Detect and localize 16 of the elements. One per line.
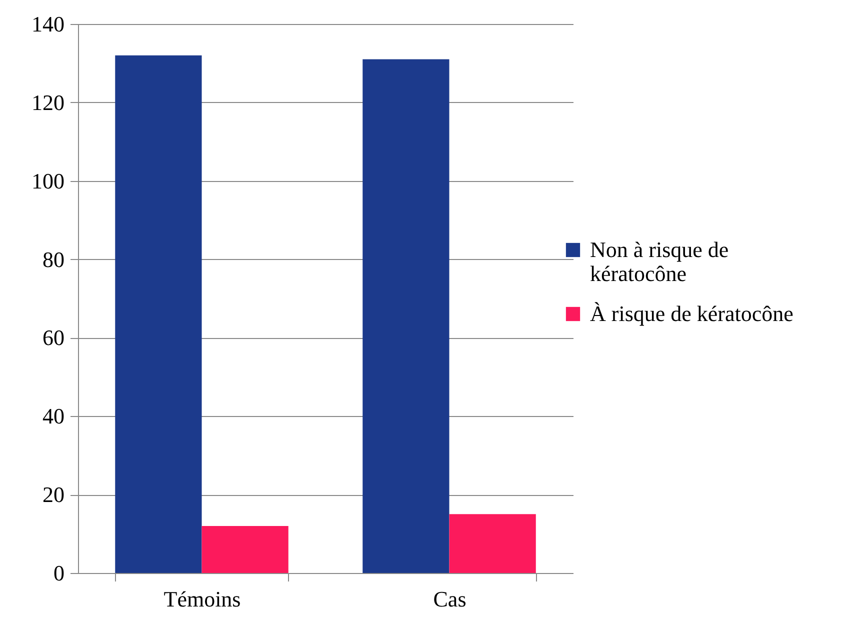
y-tick-label: 20	[42, 482, 64, 508]
y-tick-label: 120	[32, 90, 64, 115]
y-tick-label: 40	[42, 404, 64, 429]
bar	[362, 59, 450, 573]
bar	[449, 514, 536, 573]
bar	[202, 526, 288, 573]
y-tick-label: 100	[32, 168, 64, 194]
y-tick-label: 60	[42, 325, 64, 350]
bar	[115, 55, 202, 573]
legend-label: À risque de kératocône	[590, 301, 794, 326]
legend-label: Non à risque de kératocône	[590, 237, 729, 286]
y-tick-label: 0	[54, 560, 64, 586]
y-tick-label: 80	[42, 246, 64, 272]
y-tick-label: 140	[32, 12, 64, 36]
x-tick-label: Témoins	[164, 586, 241, 612]
x-tick-label: Cas	[433, 586, 466, 612]
